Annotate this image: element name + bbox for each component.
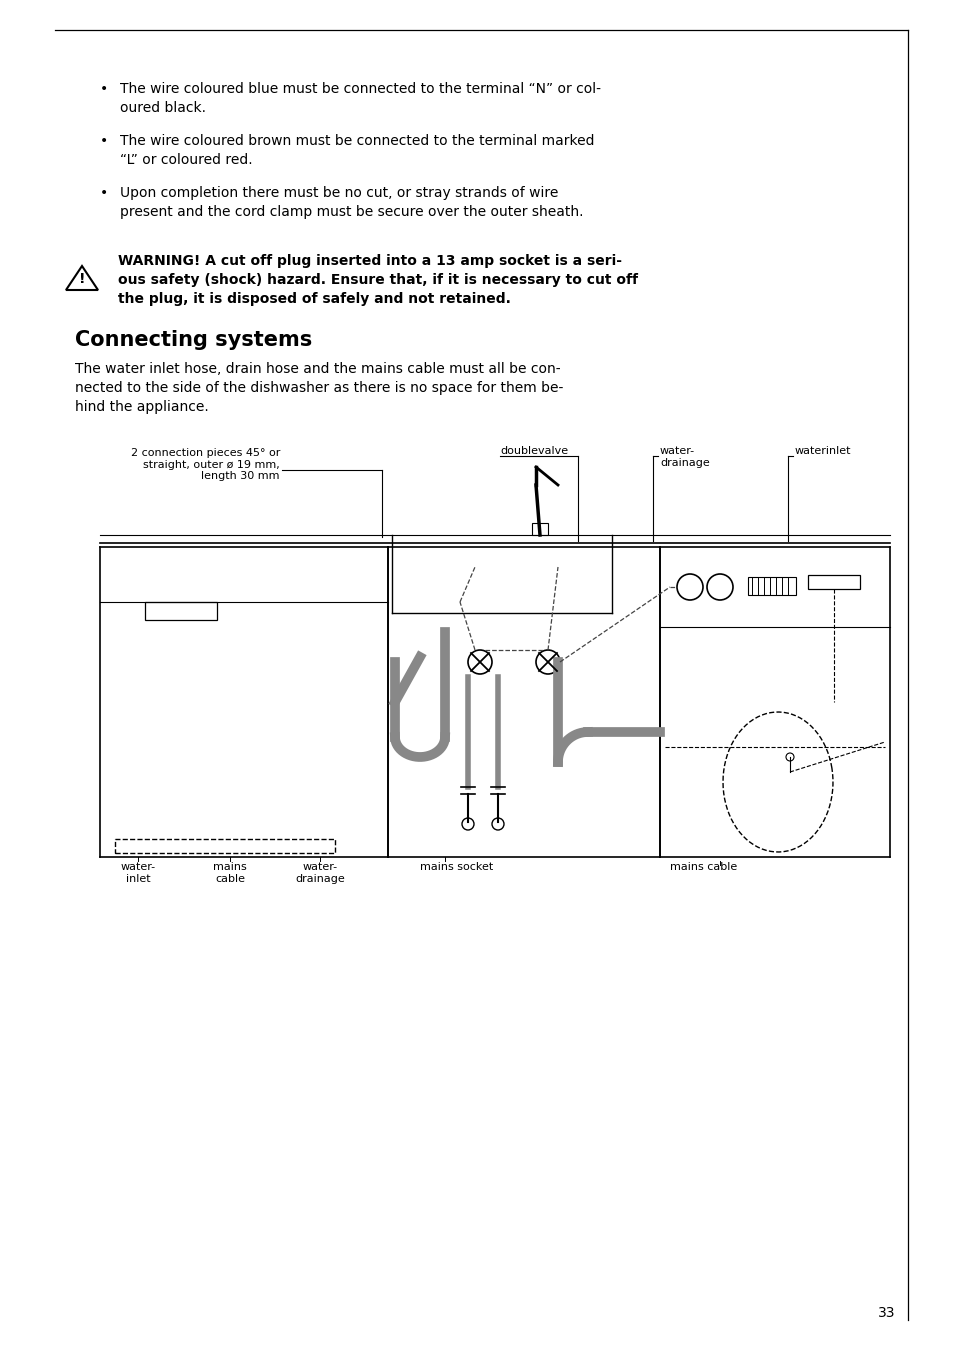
Text: mains socket: mains socket [419, 863, 493, 872]
Text: The wire coloured brown must be connected to the terminal marked: The wire coloured brown must be connecte… [120, 134, 594, 147]
Text: water-
inlet: water- inlet [120, 863, 155, 884]
Bar [747, 577, 795, 595]
Text: water-
drainage: water- drainage [659, 446, 709, 468]
Text: mains
cable: mains cable [213, 863, 247, 884]
Text: present and the cord clamp must be secure over the outer sheath.: present and the cord clamp must be secur… [120, 206, 583, 219]
Text: Connecting systems: Connecting systems [75, 330, 312, 350]
Text: waterinlet: waterinlet [794, 446, 851, 456]
Text: the plug, it is disposed of safely and not retained.: the plug, it is disposed of safely and n… [118, 292, 511, 306]
Text: •: • [100, 82, 108, 96]
Bar [115, 840, 335, 853]
Text: hind the appliance.: hind the appliance. [75, 400, 209, 414]
Text: oured black.: oured black. [120, 101, 206, 115]
Text: “L” or coloured red.: “L” or coloured red. [120, 153, 253, 168]
Text: •: • [100, 134, 108, 147]
Bar [807, 575, 859, 589]
Text: !: ! [79, 272, 85, 287]
Text: ous safety (shock) hazard. Ensure that, if it is necessary to cut off: ous safety (shock) hazard. Ensure that, … [118, 273, 638, 287]
Text: mains cable: mains cable [669, 863, 737, 872]
Text: doublevalve: doublevalve [499, 446, 568, 456]
Bar [145, 602, 216, 621]
Text: The wire coloured blue must be connected to the terminal “N” or col-: The wire coloured blue must be connected… [120, 82, 600, 96]
Text: 33: 33 [877, 1306, 894, 1320]
Text: nected to the side of the dishwasher as there is no space for them be-: nected to the side of the dishwasher as … [75, 381, 563, 395]
Text: •: • [100, 187, 108, 200]
Bar [532, 523, 547, 535]
Text: The water inlet hose, drain hose and the mains cable must all be con-: The water inlet hose, drain hose and the… [75, 362, 560, 376]
Text: WARNING! A cut off plug inserted into a 13 amp socket is a seri-: WARNING! A cut off plug inserted into a … [118, 254, 621, 268]
Text: water-
drainage: water- drainage [294, 863, 345, 884]
Text: Upon completion there must be no cut, or stray strands of wire: Upon completion there must be no cut, or… [120, 187, 558, 200]
Text: 2 connection pieces 45° or
straight, outer ø 19 mm,
length 30 mm: 2 connection pieces 45° or straight, out… [131, 448, 280, 481]
